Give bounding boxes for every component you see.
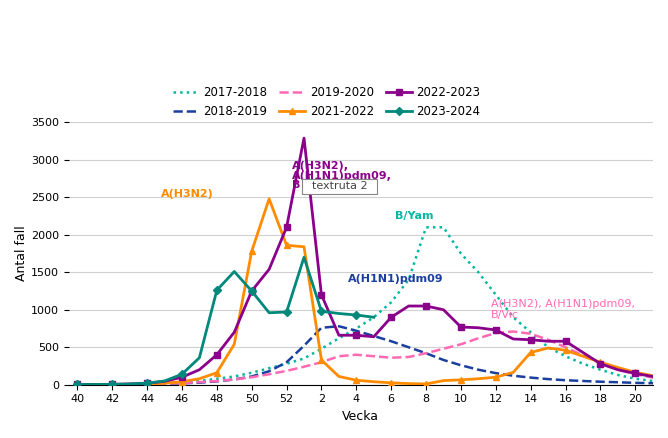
X-axis label: Vecka: Vecka bbox=[342, 410, 379, 423]
Text: A(H3N2), A(H1N1)pdm09,: A(H3N2), A(H1N1)pdm09, bbox=[490, 299, 635, 309]
Text: B: B bbox=[292, 180, 300, 191]
Text: A(H1N1)pdm09: A(H1N1)pdm09 bbox=[347, 274, 444, 284]
Legend: 2017-2018, 2018-2019, 2019-2020, 2021-2022, 2022-2023, 2023-2024: 2017-2018, 2018-2019, 2019-2020, 2021-20… bbox=[168, 81, 485, 122]
Text: A(H1N1)pdm09,: A(H1N1)pdm09, bbox=[292, 170, 391, 180]
Y-axis label: Antal fall: Antal fall bbox=[15, 226, 28, 282]
Text: textruta 2: textruta 2 bbox=[305, 181, 375, 191]
Text: A(H3N2),: A(H3N2), bbox=[292, 161, 349, 171]
Text: B/Yam: B/Yam bbox=[395, 211, 433, 221]
Text: A(H3N2): A(H3N2) bbox=[161, 189, 214, 199]
Text: B/Vic: B/Vic bbox=[490, 310, 518, 320]
